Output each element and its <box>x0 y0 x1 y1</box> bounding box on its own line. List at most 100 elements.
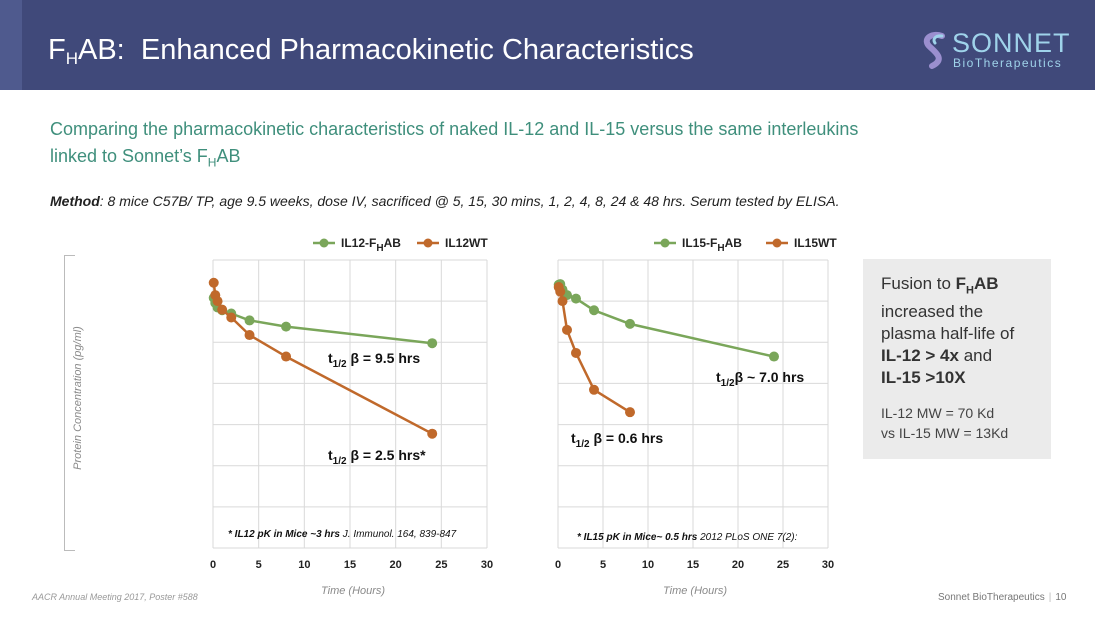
subtitle: Comparing the pharmacokinetic characteri… <box>50 116 1010 177</box>
summary-l5-bold: IL-15 >10X <box>881 368 966 388</box>
series-point-1 <box>217 304 228 315</box>
x-tick-label: 25 <box>777 559 789 571</box>
annotation-sub: 1/2 <box>576 439 590 450</box>
series-point-1 <box>226 312 237 323</box>
summary-mw: IL-12 MW = 70 Kd vs IL-15 MW = 13Kd <box>881 403 1046 443</box>
half-life-annotation: t1/2 β = 2.5 hrs* <box>328 447 426 467</box>
literature-note-bold: * IL15 pK in Mice~ 0.5 hrs <box>577 532 698 543</box>
annotation-sub: 1/2 <box>333 359 347 370</box>
method-body: : 8 mice C57B/ TP, age 9.5 weeks, dose I… <box>99 193 840 209</box>
x-tick-label: 5 <box>256 559 262 571</box>
method-text: Method: 8 mice C57B/ TP, age 9.5 weeks, … <box>50 193 840 209</box>
logo-swirl-icon <box>923 32 945 69</box>
company-logo: SONNET BioTherapeutics <box>920 28 1075 72</box>
legend-label-main: IL15-F <box>682 236 717 250</box>
y-axis-label-wrap: Protein Concentration (pg/ml) <box>64 252 94 552</box>
legend-label-main: IL12-F <box>341 236 376 250</box>
legend-marker <box>319 238 329 248</box>
footer-company: Sonnet BioTherapeutics <box>938 592 1045 603</box>
subtitle-line2-pre: linked to Sonnet’s F <box>50 146 208 166</box>
legend-marker <box>423 238 433 248</box>
annotation-t: t <box>328 447 333 463</box>
logo-subtitle: BioTherapeutics <box>953 56 1063 70</box>
series-point-0 <box>769 351 779 362</box>
x-tick-label: 30 <box>822 559 834 571</box>
annotation-text: β = 0.6 hrs <box>590 430 664 446</box>
literature-note-ref: 2012 PLoS ONE 7(2): <box>697 532 797 543</box>
literature-note: * IL12 pK in Mice ~3 hrs J. Immunol. 164… <box>228 529 457 540</box>
legend-label-sub: H <box>376 243 383 254</box>
summary-l6: IL-12 MW = 70 Kd <box>881 405 995 421</box>
series-point-1 <box>625 407 635 418</box>
series-point-1 <box>557 296 568 307</box>
chart-il12: 0510152025301101001,00010,000100,0001,00… <box>208 236 493 571</box>
series-point-1 <box>212 296 223 307</box>
series-point-1 <box>427 428 438 439</box>
x-tick-label: 20 <box>390 559 402 571</box>
annotation-text: β ~ 7.0 hrs <box>735 369 805 385</box>
half-life-annotation: t1/2 β = 9.5 hrs <box>328 350 420 370</box>
title-rest: Enhanced Pharmacokinetic Characteristics <box>140 34 694 66</box>
literature-note: * IL15 pK in Mice~ 0.5 hrs 2012 PLoS ONE… <box>577 532 798 543</box>
series-line-0 <box>558 282 775 358</box>
x-tick-label: 25 <box>435 559 447 571</box>
y-axis-bracket <box>64 255 75 551</box>
footer-right: Sonnet BioTherapeutics | 10 <box>938 592 1066 603</box>
half-life-annotation: t1/2 β = 0.6 hrs <box>571 430 663 450</box>
footer-separator: | <box>1048 592 1052 603</box>
legend-label-sub: H <box>717 243 724 254</box>
literature-note-ref: J. Immunol. 164, 839-847 <box>340 529 457 540</box>
series-point-0 <box>571 293 581 304</box>
series-point-0 <box>244 315 255 326</box>
y-axis-label: Protein Concentration (pg/ml) <box>72 326 84 470</box>
series-point-1 <box>281 351 292 362</box>
page-title: FHAB: Enhanced Pharmacokinetic Character… <box>48 34 694 69</box>
summary-main: Fusion to FHAB increased the plasma half… <box>881 273 1046 389</box>
legend-label: IL12-FHAB <box>341 236 401 254</box>
x-tick-label: 15 <box>344 559 356 571</box>
literature-note-bold: * IL12 pK in Mice ~3 hrs <box>228 529 340 540</box>
x-tick-label: 10 <box>642 559 654 571</box>
series-point-1 <box>562 324 572 335</box>
series-point-0 <box>281 321 292 332</box>
half-life-annotation: t1/2β ~ 7.0 hrs <box>716 369 804 389</box>
annotation-t: t <box>571 430 576 446</box>
x-tick-label: 20 <box>732 559 744 571</box>
summary-l2: increased the <box>881 302 984 322</box>
annotation-sub: 1/2 <box>721 378 735 389</box>
series-point-0 <box>625 318 635 329</box>
summary-box: Fusion to FHAB increased the plasma half… <box>863 259 1051 459</box>
legend-marker <box>772 238 782 248</box>
x-axis-label-il15: Time (Hours) <box>663 585 728 597</box>
title-abbr-sub: H <box>65 49 78 68</box>
x-tick-label: 30 <box>481 559 493 571</box>
summary-l1-sub: H <box>966 284 974 297</box>
x-tick-label: 15 <box>687 559 699 571</box>
footer-citation: AACR Annual Meeting 2017, Poster #588 <box>32 592 198 602</box>
summary-l4-bold: IL-12 > 4x <box>881 346 959 366</box>
legend-label: IL12WT <box>445 236 488 250</box>
annotation-t: t <box>716 369 721 385</box>
x-tick-label: 0 <box>555 559 561 571</box>
header-bar: FHAB: Enhanced Pharmacokinetic Character… <box>0 0 1095 90</box>
title-abbr-tail: AB: <box>78 34 125 66</box>
series-point-1 <box>589 384 599 395</box>
summary-l7: vs IL-15 MW = 13Kd <box>881 425 1009 441</box>
legend-label-tail: AB <box>725 236 743 250</box>
subtitle-line2-post: AB <box>216 146 241 166</box>
x-tick-label: 0 <box>210 559 216 571</box>
summary-l1-pre: Fusion to <box>881 274 956 293</box>
legend-label: IL15-FHAB <box>682 236 742 254</box>
x-tick-label: 5 <box>600 559 606 571</box>
subtitle-line1: Comparing the pharmacokinetic characteri… <box>50 119 859 139</box>
title-abbr-main: F <box>48 34 66 66</box>
summary-l3: plasma half-life of <box>881 324 1015 344</box>
header-accent <box>0 0 22 90</box>
annotation-text: β = 2.5 hrs* <box>347 447 427 463</box>
annotation-text: β = 9.5 hrs <box>347 350 421 366</box>
logo-name: SONNET <box>952 28 1071 58</box>
legend-label-tail: AB <box>384 236 402 250</box>
summary-l4-rest: and <box>958 346 993 366</box>
series-point-0 <box>427 338 438 349</box>
